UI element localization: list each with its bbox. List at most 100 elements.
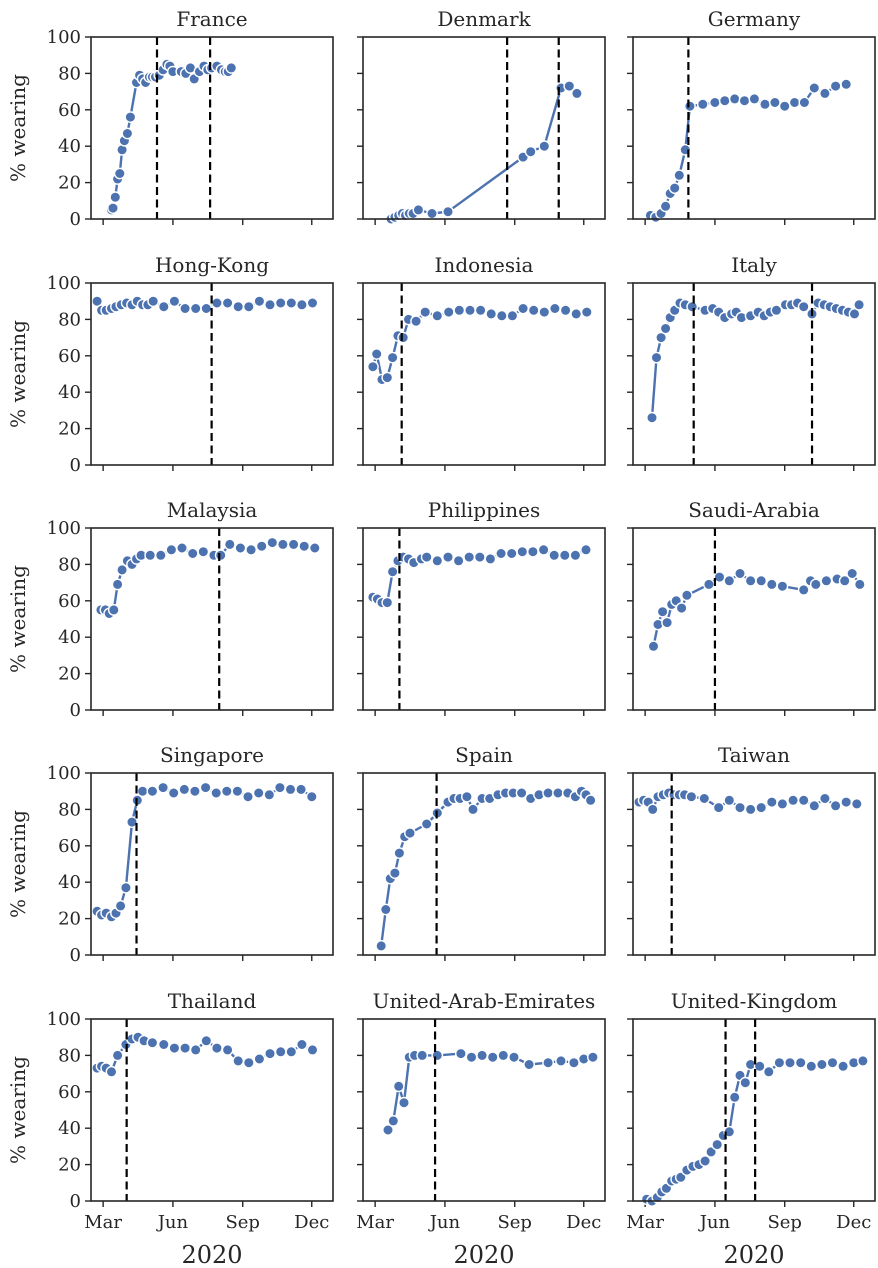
data-point [497, 1049, 510, 1062]
data-point [776, 580, 789, 593]
y-tick-label: 20 [58, 1155, 81, 1176]
data-point [558, 549, 571, 562]
data-point [387, 1115, 400, 1127]
data-point [555, 1055, 567, 1067]
data-point [274, 1045, 287, 1058]
data-point [464, 304, 476, 317]
y-tick-label: 0 [70, 455, 81, 476]
data-point [284, 783, 297, 796]
data-point [734, 567, 746, 580]
data-point [797, 584, 810, 596]
data-point [809, 578, 822, 591]
data-point [506, 309, 519, 322]
y-axis-label: % wearing [6, 1056, 30, 1164]
data-point [778, 100, 791, 113]
data-point [773, 1056, 786, 1069]
x-axis-label: 2020 [181, 1241, 242, 1268]
data-point [517, 302, 529, 315]
data-point [107, 604, 120, 616]
data-point [584, 794, 597, 807]
data-point [465, 1051, 478, 1064]
plot-frame [632, 282, 876, 466]
data-point [157, 781, 170, 794]
panel-title: Germany [708, 7, 801, 31]
data-point [738, 94, 751, 107]
data-point [157, 300, 170, 313]
data-point [264, 298, 276, 311]
data-point [308, 542, 321, 554]
panel-saudi-arabia: Saudi-Arabia [627, 498, 876, 716]
data-point [179, 1042, 192, 1055]
data-point [734, 801, 746, 814]
data-point [452, 554, 465, 567]
data-point [214, 549, 227, 562]
data-point [587, 1051, 599, 1064]
data-point [473, 551, 486, 563]
x-tick-label: Mar [626, 1212, 664, 1233]
x-tick-label: Sep [497, 1212, 532, 1233]
panel-title: France [176, 7, 247, 31]
data-point [816, 1058, 828, 1071]
data-point [386, 351, 399, 364]
data-point [808, 799, 821, 812]
plot-frame [632, 1018, 876, 1202]
y-tick-label: 80 [58, 63, 81, 84]
data-point [298, 540, 311, 553]
data-point [523, 1058, 535, 1071]
data-point [463, 551, 476, 563]
panel-malaysia: Malaysia 0 20 40 60 80 100 % wearing [6, 498, 334, 721]
data-point [442, 551, 454, 563]
data-point [661, 616, 673, 629]
data-point [114, 900, 127, 912]
data-point [659, 322, 672, 335]
data-point [723, 794, 736, 807]
data-point [580, 543, 592, 556]
data-point [685, 790, 698, 803]
data-point [646, 411, 658, 424]
data-point [846, 567, 859, 580]
data-point [412, 203, 425, 216]
data-point [570, 307, 583, 320]
y-tick-label: 100 [47, 518, 81, 539]
data-point [157, 1038, 170, 1051]
data-point [840, 796, 853, 808]
data-point [442, 306, 455, 318]
data-point [709, 96, 721, 109]
data-point [829, 799, 842, 812]
data-point [252, 787, 265, 799]
y-tick-label: 40 [58, 627, 81, 648]
data-point [147, 295, 160, 308]
data-point [398, 1096, 410, 1109]
data-point [505, 547, 518, 560]
y-tick-label: 80 [58, 799, 81, 820]
data-point [242, 300, 255, 313]
panel-title: Philippines [428, 498, 541, 522]
data-point [189, 1044, 202, 1056]
data-point [527, 304, 540, 317]
data-point [675, 602, 688, 614]
x-axis-label: 2020 [453, 1241, 514, 1268]
data-point [542, 1056, 554, 1069]
data-point [686, 300, 699, 313]
data-point [188, 785, 201, 798]
data-point [232, 300, 245, 313]
panel-title: Saudi-Arabia [688, 498, 820, 522]
y-tick-label: 20 [58, 909, 81, 930]
data-point [306, 1044, 319, 1056]
data-point [484, 553, 497, 565]
data-point [744, 574, 757, 587]
data-point [769, 96, 781, 109]
data-point [838, 574, 851, 587]
data-point [210, 297, 223, 309]
data-point [454, 1047, 467, 1060]
y-axis-label: % wearing [6, 320, 30, 428]
data-point [388, 867, 401, 879]
data-point [548, 549, 561, 562]
data-point [853, 578, 866, 591]
panel-title: Spain [455, 743, 513, 767]
data-point [748, 93, 761, 105]
plot-frame [90, 772, 334, 956]
data-point [476, 1049, 488, 1062]
data-point [857, 1055, 869, 1067]
data-point [765, 796, 778, 808]
